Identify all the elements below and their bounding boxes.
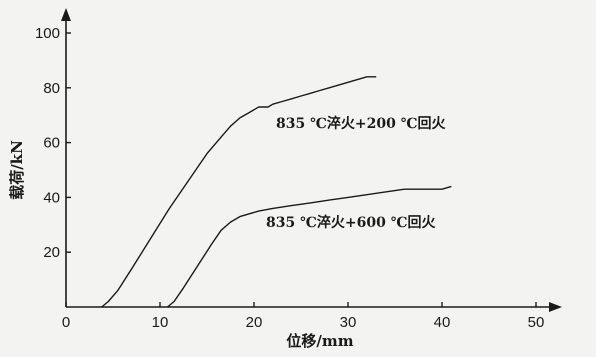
y-axis-arrow [61, 8, 71, 21]
series-line-1 [167, 185, 452, 308]
x-axis-arrow [549, 302, 562, 312]
x-tick-label: 20 [246, 314, 263, 331]
x-tick-label: 0 [62, 314, 70, 331]
y-tick-label: 60 [43, 135, 60, 152]
y-tick-label: 100 [35, 25, 60, 42]
y-tick-label: 80 [43, 80, 60, 97]
annotation-200c-temper: 835 ℃淬火+200 ℃回火 [276, 115, 446, 132]
x-tick-label: 40 [434, 314, 451, 331]
series-line-0 [101, 76, 377, 308]
x-axis-label: 位移/mm [286, 332, 353, 350]
y-tick-label: 20 [43, 244, 60, 261]
y-tick-label: 40 [43, 189, 60, 206]
ticks: 0 10 20 30 40 50 20 40 60 80 100 [35, 25, 544, 331]
axes [61, 8, 562, 312]
annotation-600c-temper: 835 ℃淬火+600 ℃回火 [266, 214, 436, 231]
y-axis-label: 载荷/kN [8, 140, 26, 200]
x-tick-label: 50 [528, 314, 545, 331]
series-group [101, 76, 452, 308]
x-tick-label: 10 [152, 314, 169, 331]
x-tick-label: 30 [340, 314, 357, 331]
